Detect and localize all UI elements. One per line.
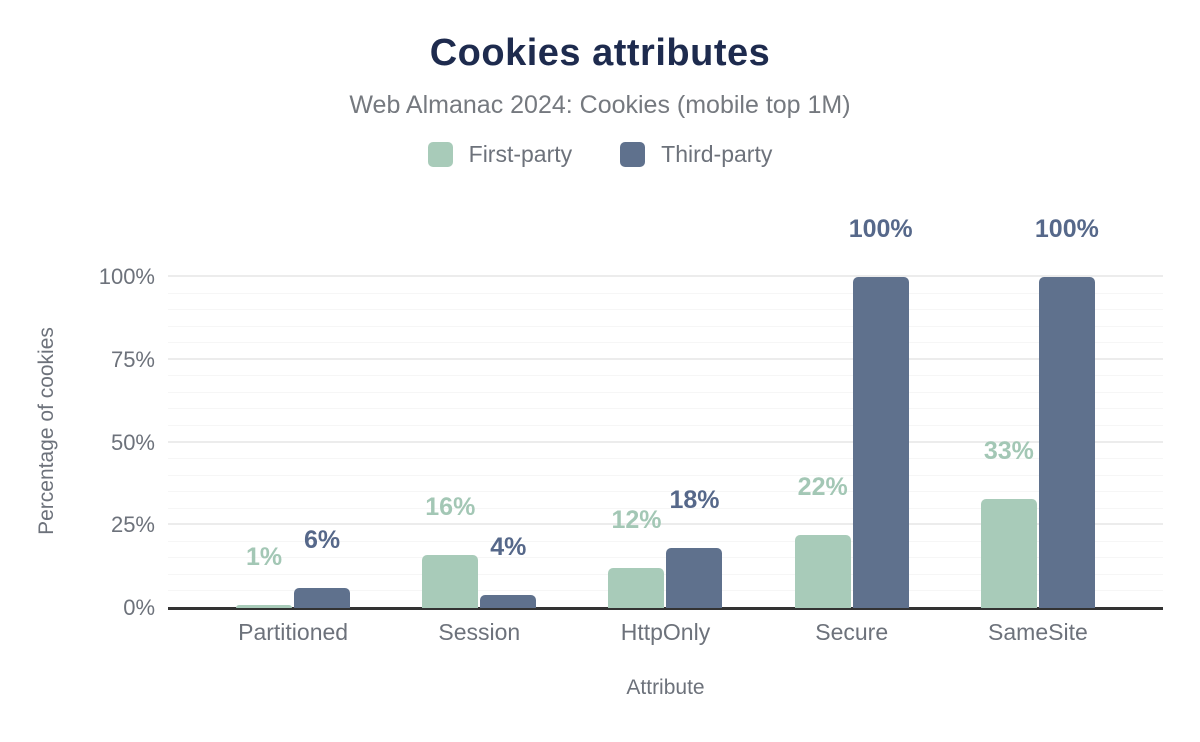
minor-gridline — [168, 590, 1163, 592]
bar-first-party-samesite — [980, 498, 1037, 608]
bar-group-samesite: 33% 100% — [945, 216, 1131, 608]
minor-gridline — [168, 342, 1163, 344]
bar-third-party-secure — [852, 277, 909, 608]
y-tick-label: 100% — [98, 264, 155, 289]
minor-gridline — [168, 424, 1163, 426]
bar-value-label: 16% — [425, 493, 476, 522]
y-tick-label: 25% — [110, 512, 155, 538]
bar-value-label: 1% — [246, 542, 283, 571]
chart-subtitle: Web Almanac 2024: Cookies (mobile top 1M… — [349, 91, 851, 119]
minor-gridline — [168, 474, 1163, 476]
x-axis-line — [168, 607, 1163, 610]
minor-gridline — [168, 573, 1163, 575]
bar-value-label: 100% — [848, 215, 913, 243]
x-tick-label-partitioned: Partitioned — [238, 619, 349, 645]
minor-gridline — [168, 540, 1163, 542]
bar-group-secure: 22% 100% — [759, 216, 945, 608]
minor-gridline — [168, 491, 1163, 493]
x-tick-label-httponly: HttpOnly — [620, 619, 711, 645]
minor-gridline — [168, 458, 1163, 460]
x-tick-label-session: Session — [438, 619, 521, 645]
bar-first-party-session — [422, 555, 479, 608]
plot-area: 1% 6% 16% 4% 12% 18% 22% 100% 33% 100% — [168, 216, 1163, 610]
y-tick-label: 0% — [123, 595, 155, 620]
bar-first-party-httponly — [608, 568, 665, 608]
y-tick-label: 75% — [110, 346, 155, 372]
bar-value-label: 100% — [1034, 215, 1099, 243]
legend-item-first-party: First-party — [427, 141, 573, 168]
chart-title: Cookies attributes — [429, 32, 771, 74]
legend-swatch-icon — [620, 142, 646, 167]
bar-third-party-samesite — [1038, 277, 1095, 608]
legend: First-party Third-party — [0, 141, 1200, 168]
bar-group-httponly: 12% 18% — [572, 277, 758, 608]
minor-gridline — [168, 325, 1163, 327]
minor-gridline — [168, 507, 1163, 509]
legend-label: Third-party — [661, 141, 773, 167]
bar-value-label: 18% — [669, 486, 720, 515]
bar-group-session: 16% 4% — [386, 277, 572, 608]
bar-group-partitioned: 1% 6% — [200, 277, 386, 608]
bar-third-party-httponly — [666, 548, 723, 608]
x-tick-label-samesite: SameSite — [988, 619, 1088, 645]
legend-swatch-icon — [427, 142, 453, 167]
minor-gridline — [168, 309, 1163, 311]
bar-value-label: 12% — [611, 506, 662, 535]
minor-gridline — [168, 557, 1163, 559]
bar-value-label: 6% — [304, 526, 341, 555]
bar-first-party-secure — [794, 535, 851, 608]
minor-gridline — [168, 375, 1163, 377]
major-gridline — [168, 275, 1163, 277]
bar-first-party-partitioned — [236, 604, 293, 608]
legend-item-third-party: Third-party — [620, 141, 772, 168]
major-gridline — [168, 357, 1163, 360]
legend-label: First-party — [468, 141, 573, 167]
y-tick-label: 50% — [110, 429, 155, 455]
bar-third-party-partitioned — [294, 588, 351, 608]
bar-third-party-session — [480, 594, 537, 608]
major-gridline — [168, 440, 1163, 443]
minor-gridline — [168, 391, 1163, 393]
minor-gridline — [168, 408, 1163, 410]
x-axis-title: Attribute — [626, 676, 705, 699]
minor-gridline — [168, 292, 1163, 294]
major-gridline — [168, 523, 1163, 526]
x-tick-label-secure: Secure — [815, 619, 889, 645]
